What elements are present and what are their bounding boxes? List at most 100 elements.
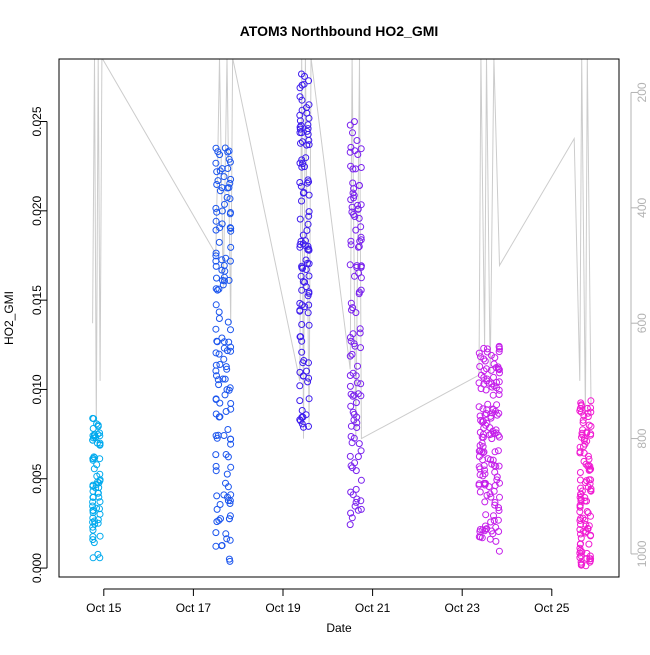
data-point bbox=[586, 555, 594, 563]
data-point bbox=[298, 286, 306, 294]
data-point bbox=[304, 130, 312, 138]
data-point bbox=[296, 333, 304, 341]
data-point bbox=[300, 357, 308, 364]
data-point bbox=[225, 276, 233, 284]
data-point bbox=[296, 125, 304, 133]
data-point bbox=[305, 141, 313, 149]
data-point bbox=[494, 363, 502, 371]
data-point bbox=[298, 420, 306, 428]
data-point bbox=[219, 281, 227, 289]
data-point bbox=[357, 497, 365, 505]
data-point bbox=[96, 476, 104, 484]
data-point bbox=[300, 189, 308, 196]
data-point bbox=[216, 187, 224, 195]
data-point bbox=[350, 211, 357, 218]
data-point bbox=[354, 390, 362, 398]
data-point bbox=[587, 430, 595, 438]
data-point bbox=[224, 483, 232, 491]
data-point bbox=[93, 461, 101, 469]
data-point bbox=[212, 262, 220, 270]
data-point bbox=[586, 558, 594, 566]
data-point bbox=[347, 422, 355, 430]
data-point bbox=[218, 334, 226, 342]
data-point bbox=[220, 338, 228, 346]
data-point bbox=[581, 435, 588, 443]
data-point bbox=[305, 77, 313, 85]
data-point bbox=[298, 337, 306, 345]
data-point bbox=[296, 117, 304, 125]
data-point bbox=[349, 165, 357, 173]
data-point bbox=[215, 308, 223, 316]
data-point bbox=[212, 462, 220, 470]
data-point bbox=[357, 447, 365, 455]
data-point bbox=[216, 399, 224, 407]
data-point bbox=[212, 301, 220, 309]
data-point bbox=[90, 432, 98, 440]
data-point bbox=[576, 547, 584, 555]
data-point bbox=[220, 491, 228, 499]
data-point bbox=[347, 299, 355, 307]
data-point bbox=[586, 462, 594, 470]
data-point bbox=[227, 209, 234, 216]
x-tick-label: Oct 15 bbox=[86, 601, 122, 615]
data-point bbox=[214, 286, 221, 294]
data-point bbox=[353, 495, 361, 503]
data-point bbox=[587, 422, 595, 430]
data-point bbox=[478, 534, 486, 542]
data-point bbox=[227, 440, 235, 448]
data-point bbox=[304, 378, 312, 386]
data-point bbox=[220, 432, 228, 439]
data-point bbox=[226, 536, 234, 544]
data-point bbox=[213, 274, 220, 282]
data-point bbox=[356, 329, 364, 337]
data-point bbox=[482, 525, 490, 533]
data-point bbox=[212, 367, 220, 375]
data-point bbox=[492, 523, 500, 531]
data-point bbox=[296, 179, 304, 186]
data-point bbox=[296, 397, 304, 405]
data-point bbox=[305, 272, 313, 280]
data-point bbox=[576, 469, 584, 476]
data-point bbox=[479, 443, 487, 451]
data-point bbox=[583, 549, 591, 557]
data-point bbox=[357, 164, 365, 171]
data-point bbox=[226, 179, 234, 187]
data-point bbox=[212, 542, 220, 550]
data-point bbox=[296, 215, 304, 223]
data-point bbox=[212, 217, 220, 225]
data-point bbox=[212, 159, 220, 167]
data-point bbox=[493, 473, 501, 481]
data-point bbox=[219, 375, 227, 383]
data-point bbox=[89, 425, 97, 432]
data-point bbox=[298, 163, 306, 171]
x-tick-label: Oct 25 bbox=[534, 601, 570, 615]
data-point bbox=[214, 376, 222, 384]
data-point bbox=[357, 223, 365, 231]
data-point bbox=[577, 399, 585, 407]
data-point bbox=[212, 395, 220, 403]
x-tick-label: Oct 17 bbox=[176, 601, 212, 615]
data-point bbox=[354, 453, 362, 461]
plot-frame bbox=[58, 58, 620, 578]
data-point bbox=[305, 321, 313, 329]
data-point bbox=[227, 347, 235, 355]
data-point bbox=[223, 365, 231, 373]
data-point bbox=[227, 326, 234, 334]
data-point bbox=[301, 72, 308, 80]
data-point bbox=[495, 547, 503, 555]
data-points bbox=[89, 70, 595, 570]
data-point bbox=[481, 357, 489, 365]
data-point bbox=[212, 285, 220, 293]
data-point bbox=[580, 412, 588, 420]
data-point bbox=[227, 175, 235, 183]
data-point bbox=[346, 352, 354, 360]
data-point bbox=[585, 421, 593, 429]
data-point bbox=[490, 430, 498, 437]
data-point bbox=[587, 487, 594, 494]
data-point bbox=[305, 208, 313, 216]
data-point bbox=[300, 80, 308, 88]
data-point bbox=[93, 504, 100, 512]
data-point bbox=[487, 351, 495, 359]
y-axis: 0.000 0.005 0.010 0.015 0.020 0.025 bbox=[30, 106, 48, 583]
data-point bbox=[89, 487, 97, 495]
